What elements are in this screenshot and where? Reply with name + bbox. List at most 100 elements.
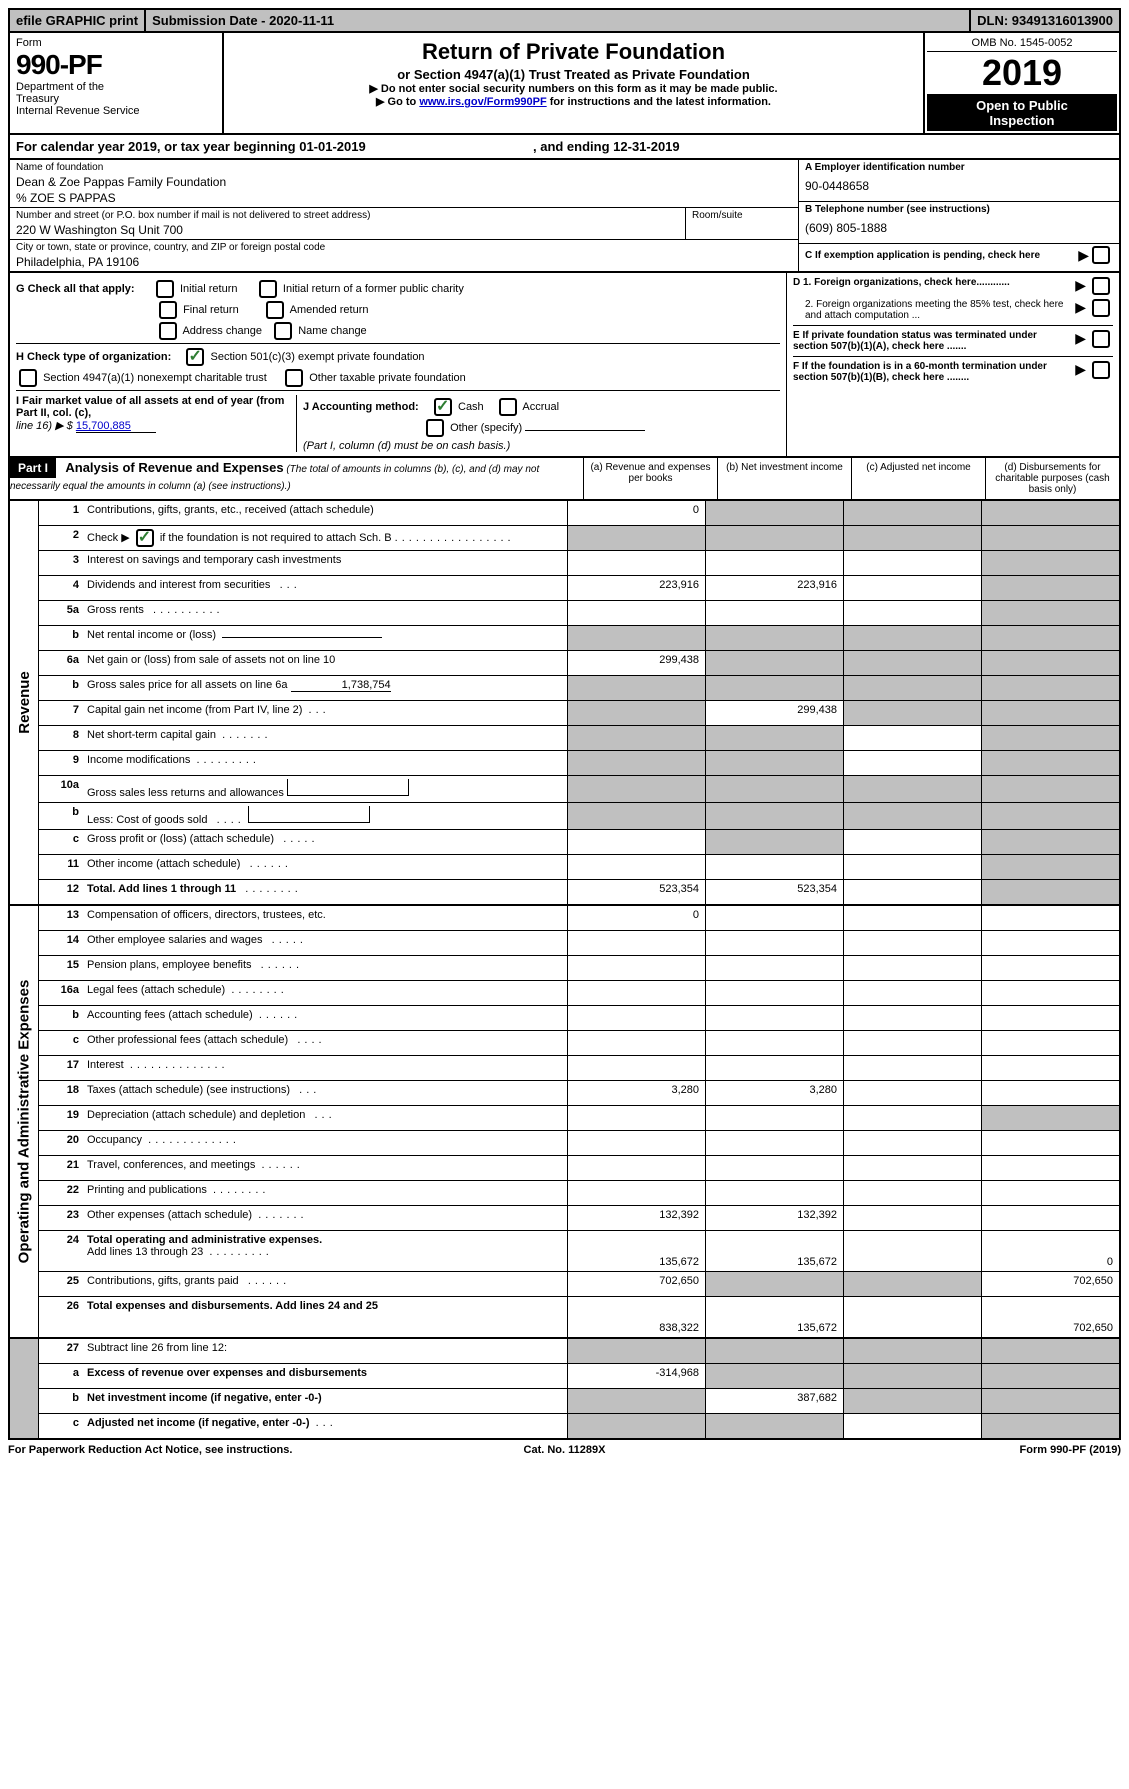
r27c-b: [705, 1414, 843, 1438]
r6a-desc: Net gain or (loss) from sale of assets n…: [83, 651, 567, 675]
row-23: 23 Other expenses (attach schedule) ....…: [39, 1206, 1119, 1231]
r27-a: [567, 1339, 705, 1363]
h-4947-checkbox[interactable]: [19, 369, 37, 387]
r17-num: 17: [39, 1056, 83, 1080]
revenue-side-label: Revenue: [10, 501, 39, 904]
irs-link[interactable]: www.irs.gov/Form990PF: [419, 96, 546, 108]
f-checkbox[interactable]: [1092, 361, 1110, 379]
r24-desc: Total operating and administrative expen…: [83, 1231, 567, 1271]
h-other-label: Other taxable private foundation: [309, 372, 466, 384]
r26-b: 135,672: [705, 1297, 843, 1337]
instruction-1: ▶ Do not enter social security numbers o…: [230, 82, 917, 95]
footer-left: For Paperwork Reduction Act Notice, see …: [8, 1444, 379, 1456]
r19-d: [981, 1106, 1119, 1130]
d2-checkbox[interactable]: [1092, 299, 1110, 317]
r18-a: 3,280: [567, 1081, 705, 1105]
r20-b: [705, 1131, 843, 1155]
check-section: G Check all that apply: Initial return I…: [8, 273, 1121, 458]
j-accrual-checkbox[interactable]: [499, 398, 517, 416]
r1-b: [705, 501, 843, 525]
r11-desc: Other income (attach schedule) ......: [83, 855, 567, 879]
r4-num: 4: [39, 576, 83, 600]
r2-a: [567, 526, 705, 550]
r26-a: 838,322: [567, 1297, 705, 1337]
c-checkbox[interactable]: [1092, 246, 1110, 264]
row-4: 4 Dividends and interest from securities…: [39, 576, 1119, 601]
d1-checkbox[interactable]: [1092, 277, 1110, 295]
j-cash-checkbox[interactable]: [434, 398, 452, 416]
r27b-b: 387,682: [705, 1389, 843, 1413]
r10c-a: [567, 830, 705, 854]
row-6a: 6a Net gain or (loss) from sale of asset…: [39, 651, 1119, 676]
h-501c3-checkbox[interactable]: [186, 348, 204, 366]
r2-desc: Check ▶ if the foundation is not require…: [83, 526, 567, 550]
r14-b: [705, 931, 843, 955]
row-8: 8 Net short-term capital gain .......: [39, 726, 1119, 751]
r1-a: 0: [567, 501, 705, 525]
r6a-b: [705, 651, 843, 675]
r22-desc: Printing and publications ........: [83, 1181, 567, 1205]
j-other-checkbox[interactable]: [426, 419, 444, 437]
row-17: 17 Interest ..............: [39, 1056, 1119, 1081]
r25-num: 25: [39, 1272, 83, 1296]
f-item: F If the foundation is in a 60-month ter…: [793, 356, 1113, 383]
g-address-checkbox[interactable]: [159, 322, 177, 340]
r27c-num: c: [39, 1414, 83, 1438]
info-right: A Employer identification number 90-0448…: [798, 160, 1119, 271]
r1-d: [981, 501, 1119, 525]
r27-c: [843, 1339, 981, 1363]
r22-c: [843, 1181, 981, 1205]
footer-center: Cat. No. 11289X: [379, 1444, 750, 1456]
r19-desc: Depreciation (attach schedule) and deple…: [83, 1106, 567, 1130]
g-initial-checkbox[interactable]: [156, 280, 174, 298]
row-16b: b Accounting fees (attach schedule) ....…: [39, 1006, 1119, 1031]
form-header: Form 990-PF Department of the Treasury I…: [8, 33, 1121, 135]
r2-pre: Check ▶: [87, 532, 133, 544]
r17-c: [843, 1056, 981, 1080]
r15-b: [705, 956, 843, 980]
h-other-checkbox[interactable]: [285, 369, 303, 387]
r14-d: [981, 931, 1119, 955]
r6a-c: [843, 651, 981, 675]
r10b-num: b: [39, 803, 83, 829]
expenses-label: Operating and Administrative Expenses: [16, 980, 33, 1264]
dept-line-1: Department of the: [16, 81, 216, 93]
r18-d: [981, 1081, 1119, 1105]
g-name-checkbox[interactable]: [274, 322, 292, 340]
g-initial-former-checkbox[interactable]: [259, 280, 277, 298]
row-6b: b Gross sales price for all assets on li…: [39, 676, 1119, 701]
efile-label[interactable]: efile GRAPHIC print: [10, 10, 146, 31]
r27a-num: a: [39, 1364, 83, 1388]
r27c-d: [981, 1414, 1119, 1438]
r7-a: [567, 701, 705, 725]
open-line-2: Inspection: [989, 113, 1054, 128]
i-label: I Fair market value of all assets at end…: [16, 395, 296, 419]
row-22: 22 Printing and publications ........: [39, 1181, 1119, 1206]
row-12: 12 Total. Add lines 1 through 11 .......…: [39, 880, 1119, 904]
r27b-desc: Net investment income (if negative, ente…: [83, 1389, 567, 1413]
r2-checkbox[interactable]: [136, 529, 154, 547]
part1-title: Analysis of Revenue and Expenses: [65, 460, 283, 475]
j-section: J Accounting method: Cash Accrual Other …: [296, 395, 780, 452]
city-cell: City or town, state or province, country…: [10, 240, 798, 271]
r10c-d: [981, 830, 1119, 854]
row-16a: 16a Legal fees (attach schedule) .......…: [39, 981, 1119, 1006]
row-14: 14 Other employee salaries and wages ...…: [39, 931, 1119, 956]
col-a-header: (a) Revenue and expenses per books: [583, 458, 717, 499]
header-center: Return of Private Foundation or Section …: [224, 33, 923, 133]
r3-num: 3: [39, 551, 83, 575]
i-value[interactable]: 15,700,885: [76, 420, 156, 433]
r5b-d: [981, 626, 1119, 650]
r5a-d: [981, 601, 1119, 625]
r16c-num: c: [39, 1031, 83, 1055]
e-checkbox[interactable]: [1092, 330, 1110, 348]
info-grid: Name of foundation Dean & Zoe Pappas Fam…: [8, 160, 1121, 273]
r10c-c: [843, 830, 981, 854]
footer-right: Form 990-PF (2019): [750, 1444, 1121, 1456]
r8-b: [705, 726, 843, 750]
g-final-checkbox[interactable]: [159, 301, 177, 319]
r5b-c: [843, 626, 981, 650]
r5a-num: 5a: [39, 601, 83, 625]
g-amended-checkbox[interactable]: [266, 301, 284, 319]
r11-c: [843, 855, 981, 879]
